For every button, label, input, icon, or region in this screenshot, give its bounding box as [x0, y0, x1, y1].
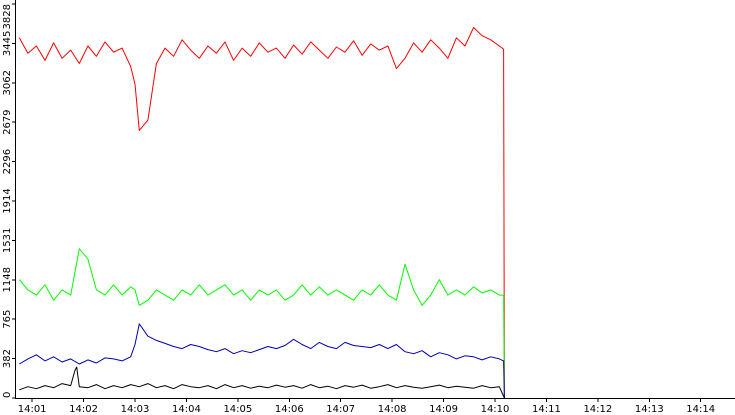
- x-tick-label: 14:04: [172, 404, 201, 415]
- series-line-3: [19, 323, 505, 399]
- y-tick-layer: 0 382 765 1148 1531 1914 2296 2679 3062 3445 3828: [2, 3, 15, 399]
- x-tick-label: 14:13: [635, 404, 664, 415]
- series-line-2: [18, 248, 505, 399]
- y-tick-label: 0: [2, 392, 13, 398]
- y-tick-label: 382: [2, 349, 13, 368]
- x-tick-label: 14:10: [481, 404, 510, 415]
- y-tick-label: 3062: [2, 70, 13, 95]
- series-line-4: [19, 366, 505, 399]
- x-tick-label: 14:07: [326, 404, 355, 415]
- x-tick-label: 14:14: [686, 404, 715, 415]
- x-tick-label: 14:08: [378, 404, 407, 415]
- x-tick-label: 14:05: [223, 404, 252, 415]
- y-tick-label: 1914: [2, 188, 13, 213]
- x-tick-label: 14:06: [275, 404, 304, 415]
- axis-layer: [15, 0, 735, 399]
- y-tick-label: 2679: [2, 109, 13, 134]
- x-tick-label: 14:03: [121, 404, 150, 415]
- y-tick-label: 1531: [2, 228, 13, 253]
- y-tick-label: 765: [2, 310, 13, 329]
- y-tick-label: 1148: [2, 267, 13, 292]
- x-tick-label: 14:11: [532, 404, 561, 415]
- x-tick-label: 14:12: [583, 404, 612, 415]
- y-tick-label: 2296: [2, 149, 13, 174]
- y-tick-label: 3445: [2, 31, 13, 56]
- x-tick-layer: 14:01 14:02 14:03 14:04 14:05 14:06 14:07 14:08…: [18, 398, 715, 415]
- series-layer: [18, 27, 505, 399]
- series-line-1: [18, 27, 505, 399]
- y-tick-label: 3828: [2, 4, 13, 29]
- x-tick-label: 14:01: [18, 404, 47, 415]
- x-tick-label: 14:02: [69, 404, 98, 415]
- x-tick-label: 14:09: [429, 404, 458, 415]
